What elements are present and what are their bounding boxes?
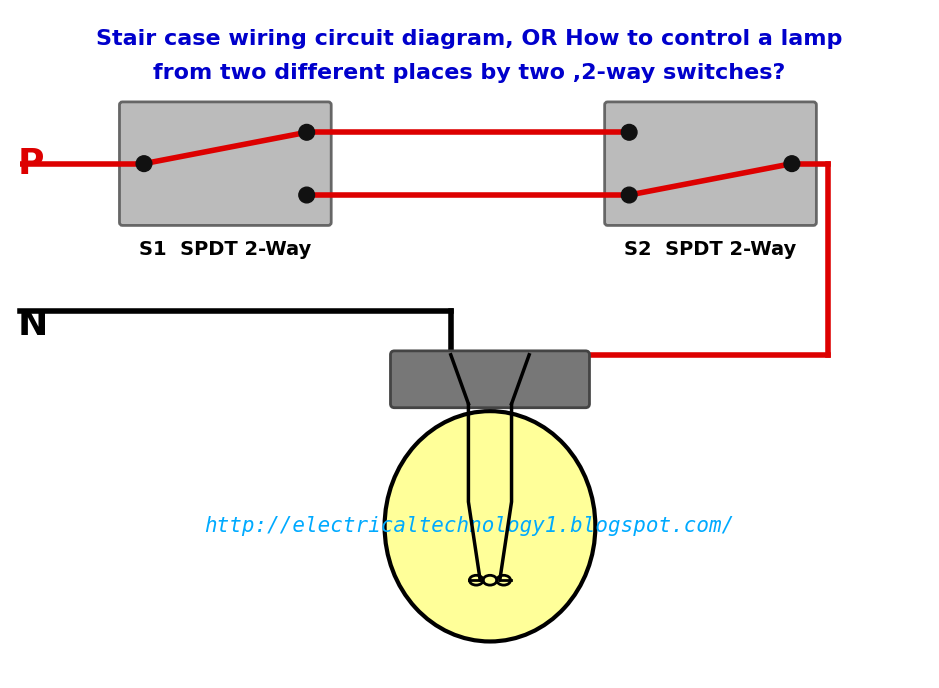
Text: Stair case wiring circuit diagram, OR How to control a lamp: Stair case wiring circuit diagram, OR Ho… — [96, 29, 842, 49]
Circle shape — [299, 187, 315, 203]
Circle shape — [622, 187, 637, 203]
Text: P: P — [18, 147, 44, 181]
Circle shape — [299, 125, 315, 140]
Circle shape — [622, 125, 637, 140]
Text: N: N — [18, 308, 48, 343]
FancyBboxPatch shape — [119, 102, 331, 226]
FancyBboxPatch shape — [391, 351, 590, 408]
Circle shape — [784, 155, 800, 171]
Text: from two different places by two ,2-way switches?: from two different places by two ,2-way … — [153, 63, 786, 83]
Circle shape — [136, 155, 152, 171]
Text: http://electricaltechnology1.blogspot.com/: http://electricaltechnology1.blogspot.co… — [205, 516, 734, 537]
Text: S1  SPDT 2-Way: S1 SPDT 2-Way — [139, 240, 312, 259]
FancyBboxPatch shape — [605, 102, 816, 226]
Ellipse shape — [385, 411, 595, 641]
Text: S2  SPDT 2-Way: S2 SPDT 2-Way — [624, 240, 796, 259]
